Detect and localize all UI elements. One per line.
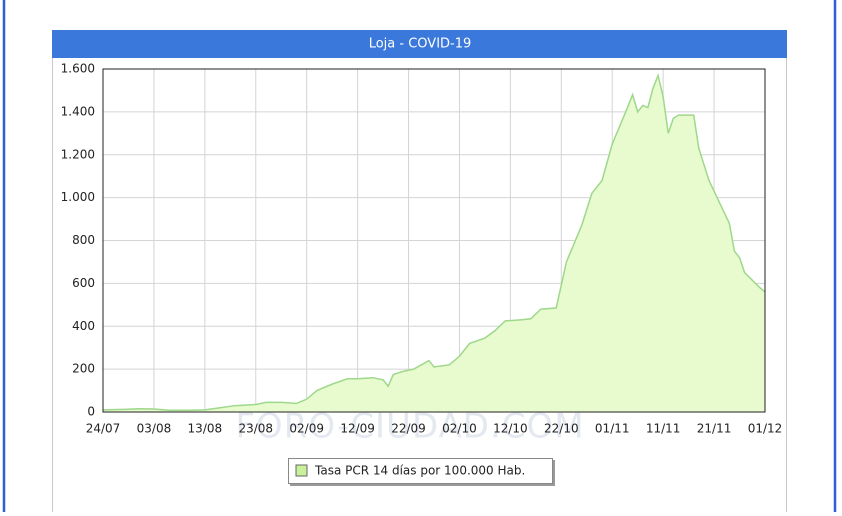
y-tick-label: 1.600	[61, 62, 95, 76]
watermark: FORO-CIUDAD.COM	[235, 407, 584, 447]
x-tick-label: 02/10	[442, 422, 477, 436]
y-tick-label: 400	[72, 319, 95, 333]
chart-title: Loja - COVID-19	[369, 37, 472, 52]
x-tick-label: 01/12	[748, 422, 783, 436]
x-tick-label: 03/08	[137, 422, 172, 436]
area	[103, 75, 765, 413]
plot-frame	[102, 68, 766, 413]
x-tick-label: 11/11	[646, 422, 681, 436]
y-tick-label: 600	[72, 276, 95, 290]
title-bar	[52, 30, 787, 58]
y-tick-label: 1.000	[61, 190, 95, 204]
legend-label: Tasa PCR 14 días por 100.000 Hab.	[314, 464, 525, 478]
legend-box	[288, 458, 553, 484]
y-tick-label: 200	[72, 362, 95, 376]
legend-swatch	[295, 464, 308, 477]
x-tick-label: 22/10	[544, 422, 579, 436]
x-tick-label: 23/08	[238, 422, 273, 436]
y-tick-label: 1.200	[61, 147, 95, 161]
x-tick-label: 02/09	[289, 422, 324, 436]
x-tick-label: 24/07	[86, 422, 121, 436]
y-tick-label: 1.400	[61, 104, 95, 118]
x-tick-label: 01/11	[595, 422, 630, 436]
x-tick-label: 12/10	[493, 422, 528, 436]
y-tick-label: 800	[72, 233, 95, 247]
x-tick-label: 12/09	[340, 422, 375, 436]
x-tick-label: 21/11	[697, 422, 732, 436]
line	[102, 72, 766, 412]
y-tick-label: 0	[87, 405, 95, 419]
x-tick-label: 13/08	[188, 422, 223, 436]
x-tick-label: 22/09	[391, 422, 426, 436]
